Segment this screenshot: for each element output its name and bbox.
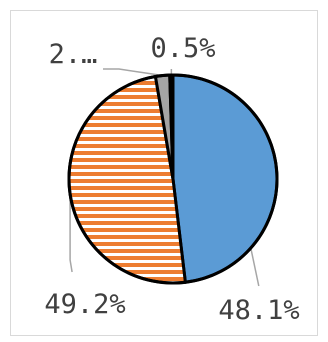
data-label-1: 48.1% — [218, 295, 299, 326]
pie-slices — [67, 73, 279, 285]
pie-chart: 48.1% 49.2% 2.… 0.5% — [44, 33, 299, 326]
data-label-2: 49.2% — [44, 289, 125, 320]
pie-slice-1 — [171, 73, 279, 284]
chart-frame: 48.1% 49.2% 2.… 0.5% — [10, 10, 318, 336]
data-labels: 48.1% 49.2% 2.… 0.5% — [44, 33, 299, 326]
data-label-3: 2.… — [49, 39, 98, 70]
leader-line-2 — [69, 193, 73, 273]
leader-line-1 — [250, 247, 260, 287]
pie-outline — [67, 73, 279, 285]
leader-line-3 — [103, 68, 163, 77]
data-label-4: 0.5% — [150, 33, 215, 64]
